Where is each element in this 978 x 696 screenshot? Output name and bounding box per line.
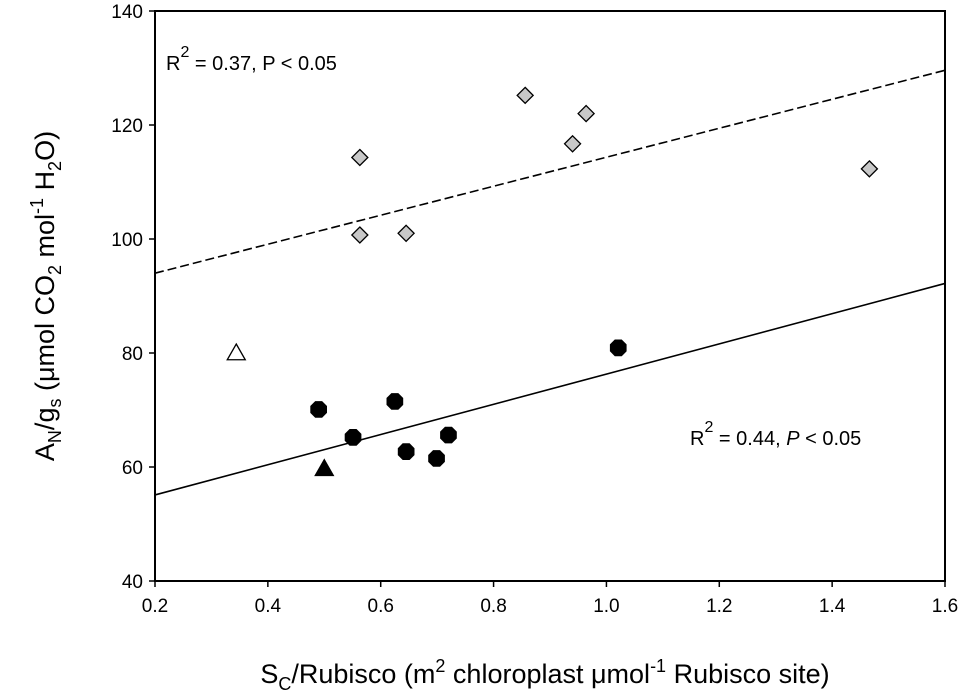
annotation-bottom-text: = 0.44, <box>713 428 786 450</box>
ylabel-e: H <box>30 171 60 198</box>
x-tick-label: 1.6 <box>932 596 958 617</box>
data-point-circle <box>609 339 627 357</box>
fit-lines <box>154 69 946 496</box>
annotation-top-sup: 2 <box>180 44 189 61</box>
x-axis-label: SC/Rubisco (m2 chloroplast μmol-1 Rubisc… <box>260 656 829 694</box>
annotation-bottom-sup: 2 <box>704 419 713 436</box>
y-axis: 40 60 80 100 120 140 <box>111 2 155 593</box>
data-point-triangle-filled <box>314 458 335 477</box>
y-tick-label: 100 <box>111 230 143 251</box>
ylabel-b: /g <box>30 408 60 431</box>
xlabel-sup2: -1 <box>650 656 666 676</box>
y-tick-label: 140 <box>111 2 143 23</box>
ylabel-d-sup: -1 <box>27 198 47 214</box>
data-point-diamond <box>860 159 879 178</box>
data-point-diamond <box>350 148 369 167</box>
xlabel-s-sub: C <box>278 674 291 694</box>
data-point-circle <box>386 393 404 410</box>
x-tick-label: 1.4 <box>819 596 846 617</box>
y-tick-label: 120 <box>111 116 143 137</box>
annotation-bottom-text2: < 0.05 <box>800 428 862 450</box>
y-tick-label: 80 <box>122 344 143 365</box>
annotation-bottom: R2 = 0.44, P < 0.05 <box>690 419 861 450</box>
data-points <box>226 86 879 477</box>
data-point-diamond <box>397 224 416 243</box>
ylabel-b-sub: s <box>45 399 65 408</box>
x-tick-label: 1.2 <box>706 596 732 617</box>
data-point-circle <box>310 401 327 418</box>
x-tick-label: 0.2 <box>142 596 168 617</box>
ylabel-f: O) <box>30 131 60 161</box>
y-tick-label: 40 <box>122 572 143 593</box>
x-tick-label: 0.8 <box>480 596 506 617</box>
xlabel-c: Rubisco site) <box>666 659 830 689</box>
data-point-diamond <box>563 134 582 153</box>
annotation-top-text: = 0.37, P < 0.05 <box>189 53 337 75</box>
plot-frame <box>154 10 946 582</box>
data-point-diamond <box>577 104 596 123</box>
xlabel-sup1: 2 <box>435 656 445 676</box>
annotation-top: R2 = 0.37, P < 0.05 <box>166 44 337 75</box>
data-point-circle <box>397 443 415 460</box>
data-point-diamond <box>516 86 535 105</box>
x-tick-label: 0.4 <box>255 596 282 617</box>
xlabel-s: S <box>260 659 278 689</box>
y-tick-label: 60 <box>122 458 143 479</box>
data-point-triangle-open <box>226 342 247 361</box>
annotation-top-r: R <box>166 53 180 75</box>
y-axis-label: AN/gs (μmol CO2 mol-1 H2O) <box>27 131 65 461</box>
regression-line-solid <box>154 282 946 496</box>
xlabel-a: /Rubisco (m <box>291 659 435 689</box>
data-point-circle <box>428 450 445 467</box>
ylabel-c-sub: 2 <box>45 265 65 275</box>
data-point-circle <box>344 429 362 446</box>
ylabel-d: mol <box>30 214 60 265</box>
xlabel-b: chloroplast μmol <box>445 659 650 689</box>
data-point-circle <box>440 426 457 444</box>
x-tick-label: 1.0 <box>593 596 619 617</box>
ylabel-a: A <box>30 443 60 461</box>
regression-line-dashed <box>154 69 946 274</box>
annotation-bottom-p: P <box>786 428 800 450</box>
ylabel-c: (μmol CO <box>30 275 60 399</box>
x-tick-label: 0.6 <box>368 596 394 617</box>
ylabel-e-sub: 2 <box>45 161 65 171</box>
x-axis: 0.2 0.4 0.6 0.8 1.0 1.2 1.4 1.6 <box>142 581 958 617</box>
data-point-diamond <box>350 226 369 244</box>
annotation-bottom-r: R <box>690 428 704 450</box>
ylabel-a-sub: N <box>45 430 65 443</box>
